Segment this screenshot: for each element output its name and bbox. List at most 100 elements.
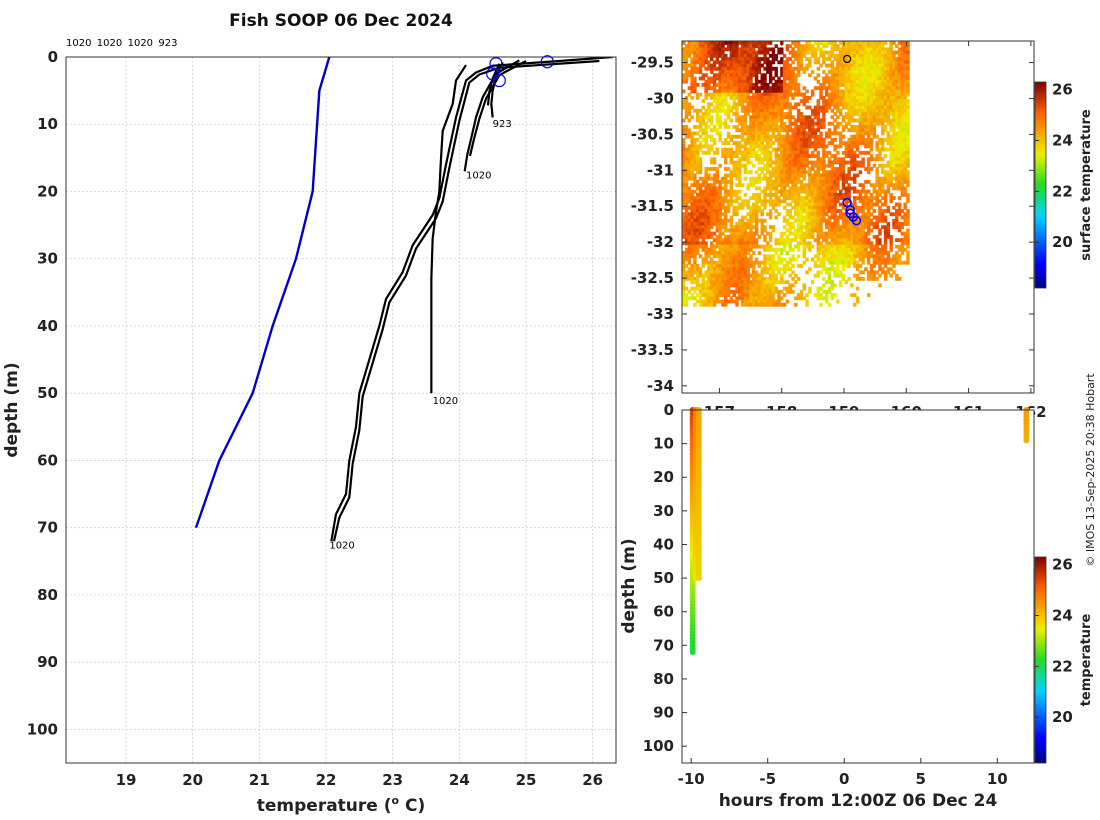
- sst-cell: [693, 57, 697, 61]
- sst-cell: [777, 134, 781, 139]
- colorbar-tick-label: 26: [1052, 81, 1073, 99]
- sst-cell: [867, 170, 871, 175]
- sst-cell: [732, 167, 736, 171]
- sst-cell: [771, 180, 776, 184]
- sst-cell: [721, 102, 725, 107]
- sst-cell: [799, 137, 804, 142]
- sst-cell: [822, 251, 826, 255]
- sst-cell: [785, 157, 790, 162]
- sst-cell: [850, 73, 854, 78]
- sst-cell: [855, 254, 860, 259]
- sst-cell: [715, 99, 720, 104]
- sst-cell: [696, 280, 700, 285]
- sst-cell: [819, 141, 823, 146]
- sst-cell: [738, 218, 742, 223]
- sst-cell: [785, 163, 790, 168]
- sst-cell: [740, 222, 745, 226]
- sst-cell: [721, 212, 725, 217]
- sst-cell: [696, 41, 700, 45]
- sst-cell: [696, 264, 700, 268]
- sst-cell: [906, 241, 910, 246]
- sst-cell: [796, 264, 801, 268]
- map-lat-label: -33.5: [631, 341, 674, 359]
- sst-cell: [791, 115, 795, 120]
- sst-cell: [729, 76, 734, 81]
- sst-cell: [889, 163, 893, 168]
- sst-cell: [833, 186, 837, 191]
- sst-cell: [892, 225, 896, 230]
- sst-cell: [830, 280, 834, 285]
- sst-cell: [768, 238, 773, 243]
- sst-cell: [802, 144, 806, 149]
- sst-cell: [872, 41, 877, 45]
- sst-cell: [693, 218, 697, 223]
- sst-cell: [897, 173, 902, 178]
- sst-cell: [844, 257, 849, 262]
- sst-cell: [886, 99, 891, 104]
- sst-cell: [813, 134, 818, 139]
- sst-cell: [878, 105, 882, 110]
- sst-cell: [805, 209, 809, 213]
- sst-cell: [875, 196, 879, 200]
- sst-cell: [693, 183, 697, 188]
- sst-cell: [858, 131, 863, 136]
- sst-cell: [682, 176, 686, 181]
- sst-cell: [704, 251, 708, 255]
- sst-cell: [785, 212, 790, 217]
- sst-cell: [796, 53, 801, 58]
- sst-cell: [861, 112, 865, 116]
- sst-cell: [827, 57, 832, 61]
- sst-cell: [889, 63, 893, 68]
- sst-cell: [774, 247, 778, 252]
- sst-cell: [847, 150, 851, 155]
- sst-cell: [855, 251, 860, 255]
- sst-cell: [791, 205, 795, 210]
- sst-cell: [810, 280, 815, 285]
- sst-cell: [766, 41, 770, 45]
- sst-cell: [805, 131, 809, 136]
- sst-cell: [827, 121, 832, 126]
- sst-cell: [707, 53, 711, 58]
- sst-cell: [729, 44, 734, 49]
- sst-cell: [684, 108, 689, 113]
- sst-cell: [766, 102, 770, 107]
- sst-cell: [729, 267, 734, 272]
- sst-cell: [738, 283, 742, 288]
- sst-cell: [827, 50, 832, 55]
- sst-cell: [757, 209, 762, 213]
- sst-cell: [782, 128, 787, 133]
- sst-cell: [850, 228, 854, 233]
- sst-cell: [774, 150, 778, 155]
- sst-cell: [897, 163, 902, 168]
- sst-cell: [819, 125, 823, 129]
- sst-cell: [836, 53, 840, 58]
- sst-cell: [819, 225, 823, 230]
- sst-cell: [693, 205, 697, 210]
- sst-cell: [682, 202, 686, 207]
- sst-cell: [900, 131, 905, 136]
- sst-cell: [735, 141, 739, 146]
- sst-cell: [710, 209, 714, 213]
- sst-cell: [729, 180, 734, 184]
- sst-cell: [892, 196, 896, 200]
- sst-cell: [864, 47, 868, 52]
- sst-cell: [900, 86, 905, 91]
- sst-cell: [813, 228, 818, 233]
- sst-cell: [740, 131, 745, 136]
- sst-cell: [763, 283, 767, 288]
- sst-cell: [710, 41, 714, 45]
- sst-cell: [838, 160, 843, 165]
- sst-cell: [729, 173, 734, 178]
- sst-cell: [878, 247, 882, 252]
- sst-cell: [766, 296, 770, 301]
- sst-cell: [864, 70, 868, 74]
- sst-cell: [701, 222, 706, 226]
- sst-cell: [875, 105, 879, 110]
- sst-cell: [878, 228, 882, 233]
- sst-cell: [715, 276, 720, 281]
- sst-cell: [771, 280, 776, 285]
- sst-cell: [768, 286, 773, 291]
- sst-cell: [861, 73, 865, 78]
- sst-cell: [763, 125, 767, 129]
- sst-cell: [864, 196, 868, 200]
